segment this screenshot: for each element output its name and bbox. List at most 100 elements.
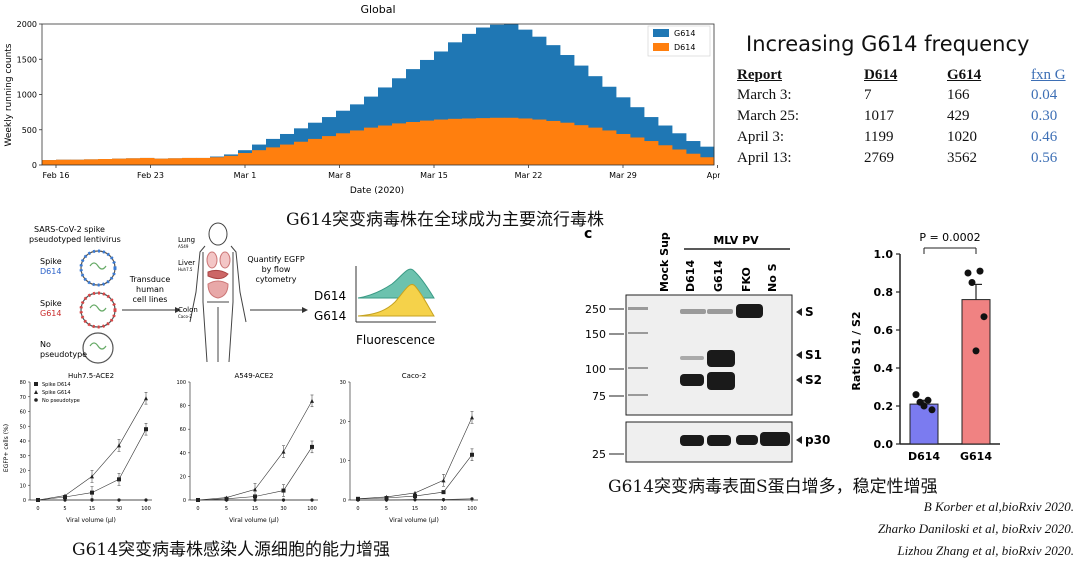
svg-text:Spike G614: Spike G614	[42, 390, 71, 396]
bar-d614	[700, 157, 715, 165]
line-chart-1: Huh7.5-ACE2 0 10 20 30 40 50 60 70 80 0 5 15 30 100 Vir…	[20, 372, 152, 524]
flow-g614-label: G614	[314, 309, 346, 323]
x-tick-label: Feb 23	[137, 171, 164, 180]
data-point	[90, 490, 94, 495]
chart-title: Huh7.5-ACE2	[68, 372, 114, 380]
bar-d614	[70, 159, 85, 165]
line-chart-2: A549-ACE2 0 20 40 60 80 100 0 5 15 30 100 Viral volu…	[176, 372, 318, 524]
no-label: No	[40, 340, 51, 349]
x-axis-label: Viral volume (μl)	[389, 517, 439, 524]
chart-title: Caco-2	[402, 372, 426, 380]
header-d614: D614	[864, 67, 898, 83]
data-point	[310, 498, 314, 502]
data-point	[196, 498, 200, 502]
bar-d614	[462, 118, 477, 165]
data-point	[144, 498, 148, 502]
x-tick-label: 15	[89, 506, 95, 512]
lane-label: D614	[684, 260, 697, 292]
x-tick-label: D614	[908, 450, 940, 463]
bar-d614	[560, 122, 575, 165]
chart-title: Global	[360, 3, 395, 16]
virus-no-pseudotype-icon	[82, 332, 114, 364]
bar-d614	[672, 149, 687, 165]
svg-text:Colon: Colon	[178, 306, 198, 314]
legend-label-g614: G614	[674, 29, 695, 38]
y-tick-label: 500	[22, 126, 37, 135]
x-tick-label: 0	[196, 506, 199, 512]
bar-d614	[210, 157, 225, 165]
y-axis-label: EGFP+ cells (%)	[3, 424, 10, 472]
spike-label-2: Spike	[40, 299, 62, 308]
x-tick-label: Mar 22	[515, 171, 543, 180]
bar-d614	[420, 120, 435, 165]
flow-histogram-d614	[357, 268, 435, 299]
data-point	[117, 498, 121, 502]
svg-text:Caco-2: Caco-2	[178, 314, 192, 319]
lane-label: No S	[766, 263, 779, 292]
bar-d614	[252, 150, 267, 165]
y-tick-label: 30	[340, 380, 346, 386]
group-label: MLV PV	[713, 234, 759, 247]
y-axis-label: Ratio S1 / S2	[850, 311, 863, 390]
bar-d614	[154, 158, 169, 165]
svg-text:A549: A549	[178, 244, 189, 249]
x-tick-label: 15	[252, 506, 258, 512]
x-tick-label: G614	[960, 450, 992, 463]
x-tick-label: 5	[63, 506, 66, 512]
x-tick-label: 100	[307, 506, 317, 512]
legend-label-d614: D614	[674, 43, 695, 52]
bar-d614	[588, 127, 603, 165]
data-point	[964, 269, 972, 277]
bar-d614	[532, 119, 547, 165]
data-point	[281, 498, 286, 502]
x-tick-label: 100	[467, 506, 477, 512]
y-tick-label: 50	[20, 424, 26, 430]
bar-d614	[658, 145, 673, 165]
data-point	[470, 415, 474, 420]
data-point	[253, 494, 257, 499]
data-point	[310, 398, 314, 403]
x-axis-label: Viral volume (μl)	[229, 517, 279, 524]
bar-d614	[112, 158, 127, 165]
x-tick-label: 30	[116, 506, 122, 512]
bar-d614	[280, 144, 295, 165]
x-tick-label: 0	[356, 506, 359, 512]
marker-label: 150	[585, 328, 606, 341]
references: B Korber et al,bioRxiv 2020. Zharko Dani…	[744, 496, 1074, 562]
flow-d614-label: D614	[314, 289, 346, 303]
data-point	[224, 498, 229, 502]
x-tick-label: 15	[412, 506, 418, 512]
report-table: Report D614 G614 fxn G March 3: 7 166 0.…	[737, 66, 1066, 169]
y-tick-label: 70	[20, 395, 26, 401]
band-label: p30	[805, 433, 830, 447]
svg-text:human: human	[136, 285, 164, 294]
svg-text:Huh7.5: Huh7.5	[178, 267, 193, 272]
band-label: S2	[805, 373, 822, 387]
data-point	[441, 478, 446, 483]
table-row: March 3: 7 166 0.04	[737, 87, 1058, 103]
bar-d614	[518, 118, 533, 165]
data-point	[384, 494, 389, 499]
y-tick-label: 20	[20, 469, 26, 475]
svg-text:cell lines: cell lines	[133, 295, 168, 304]
x-tick-label: 30	[280, 506, 286, 512]
x-tick-label: 5	[225, 506, 228, 512]
svg-text:Spike D614: Spike D614	[42, 382, 71, 388]
y-tick-label: 10	[340, 459, 346, 465]
y-tick-label: 0	[343, 498, 346, 504]
bar-d614	[630, 137, 645, 165]
y-tick-label: 20	[340, 419, 346, 425]
y-axis-label: Weekly running counts	[4, 43, 14, 146]
bar-d614	[42, 160, 57, 165]
y-tick-label: 0	[32, 161, 37, 170]
reference: B Korber et al,bioRxiv 2020.	[923, 499, 1074, 514]
data-point	[281, 488, 286, 493]
y-tick-label: 80	[180, 404, 186, 410]
reference: Zharko Daniloski et al, bioRxiv 2020.	[877, 521, 1074, 536]
data-point	[144, 427, 148, 432]
bar-d614	[434, 119, 449, 165]
y-tick-label: 0.8	[874, 286, 894, 299]
data-point	[441, 490, 446, 495]
data-point	[413, 490, 417, 495]
